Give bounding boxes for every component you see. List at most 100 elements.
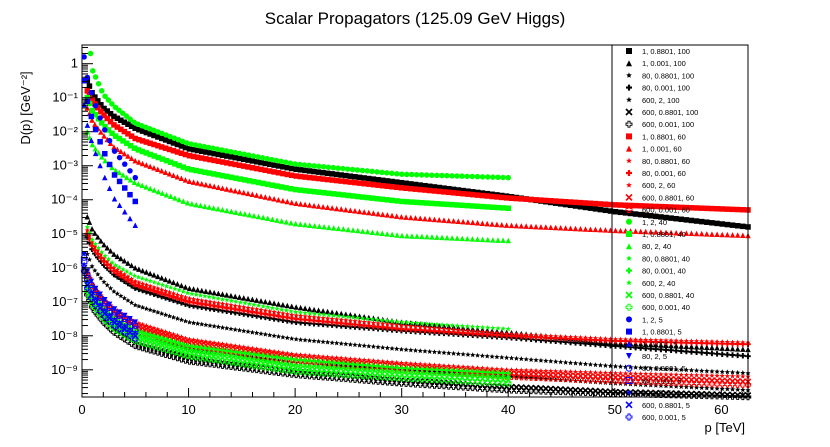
data-point	[643, 365, 649, 371]
data-point	[503, 195, 510, 201]
data-point	[347, 173, 354, 179]
data-point	[333, 171, 340, 178]
data-point	[648, 345, 654, 352]
data-point	[215, 307, 222, 313]
data-point	[698, 380, 705, 387]
data-point	[431, 328, 438, 334]
data-point	[450, 218, 457, 224]
data-point	[151, 308, 157, 314]
data-point	[111, 196, 118, 202]
data-point	[419, 233, 425, 240]
data-point	[194, 300, 201, 306]
data-point	[197, 143, 203, 149]
data-point	[219, 324, 226, 330]
data-point	[162, 288, 169, 294]
legend-box	[611, 44, 749, 398]
data-point	[463, 374, 471, 382]
data-point	[612, 377, 619, 385]
data-point	[658, 339, 664, 345]
data-point	[215, 295, 221, 301]
data-point	[102, 253, 108, 259]
data-point	[228, 174, 235, 181]
data-point	[89, 141, 96, 148]
data-point	[454, 235, 460, 241]
data-marks	[80, 50, 752, 401]
data-point	[389, 212, 395, 219]
data-point	[427, 325, 433, 331]
data-point	[139, 138, 146, 144]
data-point	[518, 373, 525, 381]
data-point	[202, 345, 208, 351]
data-point	[279, 306, 285, 312]
data-point	[464, 202, 471, 209]
series-24	[81, 101, 139, 229]
data-point	[102, 174, 108, 181]
legend-label: 600, 0.001, 100	[642, 120, 694, 129]
data-point	[224, 207, 230, 214]
data-point	[197, 292, 204, 298]
data-point	[548, 198, 554, 204]
data-point	[249, 191, 256, 198]
data-point	[450, 350, 457, 356]
data-point	[135, 338, 142, 345]
data-point	[548, 338, 554, 344]
data-point	[135, 274, 141, 280]
data-point	[632, 228, 639, 234]
data-point	[667, 379, 675, 386]
data-point	[729, 386, 736, 392]
data-point	[326, 224, 332, 231]
data-point	[704, 372, 710, 378]
data-point	[729, 381, 736, 388]
data-point	[479, 385, 486, 392]
legend-label: 600, 0.8801, 40	[642, 291, 694, 300]
data-point	[163, 346, 170, 354]
data-point	[370, 320, 377, 326]
data-point	[662, 391, 670, 399]
data-point	[288, 186, 294, 192]
data-point	[439, 367, 445, 373]
data-point	[124, 140, 130, 147]
data-point	[356, 376, 363, 384]
data-point	[245, 164, 251, 170]
data-point	[143, 269, 150, 275]
data-point	[374, 229, 381, 236]
data-point	[162, 137, 169, 143]
data-point	[374, 195, 381, 202]
data-point	[380, 321, 386, 326]
data-point	[485, 324, 491, 330]
data-point	[340, 226, 347, 232]
data-point	[444, 322, 450, 328]
data-point	[159, 287, 165, 293]
data-point	[280, 310, 286, 316]
data-point	[266, 161, 273, 168]
data-point	[307, 188, 313, 194]
data-point	[84, 122, 91, 128]
data-point	[151, 272, 157, 278]
data-point	[394, 346, 400, 352]
data-point	[429, 200, 435, 207]
data-point	[131, 179, 138, 185]
data-point	[673, 229, 679, 236]
data-point	[233, 298, 239, 304]
data-point	[202, 169, 208, 176]
data-point	[668, 371, 674, 377]
data-point	[369, 229, 376, 235]
data-point	[311, 338, 317, 344]
data-point	[422, 187, 428, 193]
data-point	[131, 273, 138, 279]
data-point	[245, 305, 251, 311]
data-point	[344, 166, 351, 172]
data-point	[203, 322, 209, 328]
data-point	[422, 182, 428, 189]
legend-marker	[626, 353, 632, 359]
data-point	[663, 342, 669, 348]
data-point	[449, 367, 455, 374]
data-point	[219, 307, 226, 314]
data-point	[333, 205, 340, 212]
data-point	[446, 185, 452, 192]
data-point	[379, 196, 386, 203]
legend-marker	[626, 243, 632, 250]
data-point	[543, 358, 549, 364]
data-point	[548, 335, 554, 341]
data-point	[329, 205, 335, 211]
